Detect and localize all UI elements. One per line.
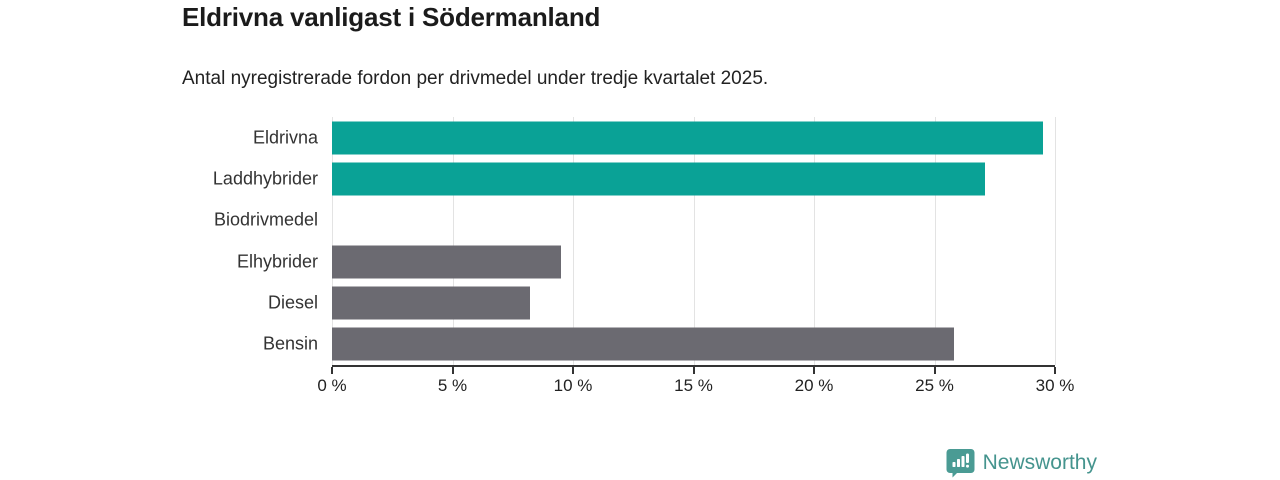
x-tick-mark xyxy=(572,367,574,374)
x-tick-label: 10 % xyxy=(553,376,593,395)
chart-subtitle: Antal nyregistrerade fordon per drivmede… xyxy=(182,68,769,89)
gridline xyxy=(573,117,574,365)
bar-row: Diesel xyxy=(268,282,1055,323)
bar xyxy=(332,121,1043,155)
x-tick-mark xyxy=(933,367,936,374)
x-tick-label: 30 % xyxy=(1035,376,1075,395)
x-tick-label: 0 % xyxy=(317,376,347,395)
category-label: Bensin xyxy=(262,333,318,354)
category-label: Diesel xyxy=(267,292,318,313)
bar xyxy=(332,327,954,361)
bar-row: Eldrivna xyxy=(253,117,1055,158)
x-tick-mark xyxy=(1054,367,1056,374)
category-label: Elhybrider xyxy=(236,251,318,272)
gridline xyxy=(693,117,695,365)
bar-row: Elhybrider xyxy=(237,241,1055,282)
bar-chart-speech-bubble-icon xyxy=(946,448,975,478)
x-tick-label: 20 % xyxy=(794,376,834,395)
category-label: Eldrivna xyxy=(252,127,318,148)
bar-row: Bensin xyxy=(263,324,1055,365)
x-tick-mark xyxy=(692,367,695,374)
category-label: Laddhybrider xyxy=(212,168,318,189)
plot-area: Eldrivna Laddhybrider Biodrivmedel Elhybrid… xyxy=(213,117,1074,395)
newsworthy-logo: Newsworthy xyxy=(946,448,1097,478)
gridline xyxy=(1055,117,1056,365)
x-tick-label: 5 % xyxy=(437,376,468,395)
gridline xyxy=(814,117,815,365)
bar-row: Laddhybrider xyxy=(213,158,1055,199)
x-tick-label: 15 % xyxy=(674,376,713,395)
logo-wordmark: Newsworthy xyxy=(982,451,1097,474)
bar xyxy=(332,286,530,320)
bar xyxy=(332,162,986,196)
x-tick-mark xyxy=(451,367,454,374)
bar-row: Biodrivmedel xyxy=(214,200,1055,241)
gridline xyxy=(934,117,936,365)
gridline xyxy=(452,117,454,365)
x-tick-label: 25 % xyxy=(915,376,954,395)
x-tick-mark xyxy=(813,367,815,374)
chart-title: Eldrivna vanligast i Södermanland xyxy=(182,2,601,32)
bar-rows: Eldrivna Laddhybrider Biodrivmedel Elhybrid… xyxy=(213,117,1055,365)
category-label: Biodrivmedel xyxy=(213,209,318,230)
gridline xyxy=(332,117,333,365)
bar xyxy=(332,245,561,279)
x-tick-mark xyxy=(331,367,333,374)
